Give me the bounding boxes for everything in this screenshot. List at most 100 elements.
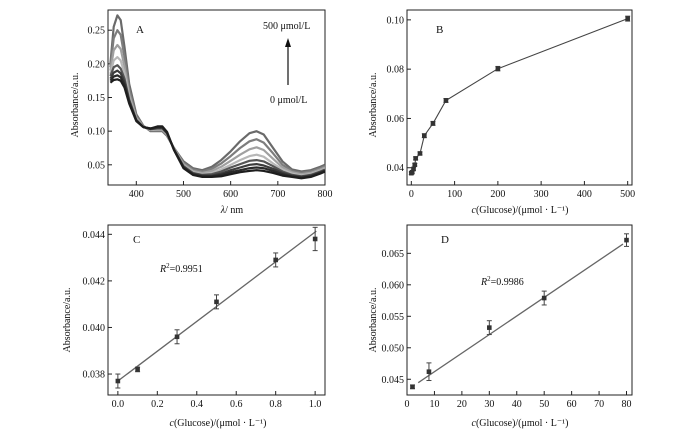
panel-a-xlabel: λ/ nm <box>220 205 244 216</box>
panel-c-data-point <box>273 257 278 263</box>
panel-b-data-point <box>409 169 415 175</box>
panel-d-xtick-label: 40 <box>512 399 522 410</box>
panel-d-xtick-label: 10 <box>429 399 439 410</box>
panel-b-data-point <box>495 66 501 71</box>
panel-a-annotation-bottom: 0 μmol/L <box>270 95 307 106</box>
panel-d: D R2=0.9986 Absorbance/a.u. c(Glucose)/(… <box>368 234 568 429</box>
panel-d-xtick-label: 70 <box>594 399 604 410</box>
panel-d-xlabel-unit: (Glucose)/(μmol · L⁻¹) <box>476 418 569 429</box>
panel-b-data-point <box>443 98 449 103</box>
spectrum-line-1 <box>109 14 325 173</box>
panel-d-data-point <box>410 384 415 390</box>
panel-d-data-point <box>624 237 629 243</box>
panel-c-label: C <box>133 234 140 246</box>
panel-d-xtick-label: 80 <box>622 399 632 410</box>
panel-a-ylabel: Absorbance/a.u. <box>70 73 81 138</box>
panel-b-xlabel-symbol: c <box>472 205 477 216</box>
panel-c-xtick-label: 0.8 <box>269 399 282 410</box>
panel-b-ytick-label: 0.10 <box>387 15 405 26</box>
panel-a-xlabel-symbol: λ <box>220 205 226 216</box>
panel-a-ytick-label: 0.10 <box>88 127 106 138</box>
panel-d-ytick-label: 0.050 <box>382 343 405 354</box>
panel-d-ytick-label: 0.060 <box>382 280 405 291</box>
panel-b-data-point <box>625 16 630 21</box>
panel-a-label: A <box>136 24 144 36</box>
panel-c-xtick-label: 1.0 <box>309 399 322 410</box>
panel-b-xtick-label: 400 <box>577 189 592 200</box>
panel-a-ytick-label: 0.15 <box>88 93 106 104</box>
panel-a: A 500 μmol/L 0 μmol/L Absorbance/a.u. λ/… <box>70 21 310 216</box>
panel-d-data-point <box>541 295 547 301</box>
panel-b-data-point <box>417 151 423 156</box>
panel-b-data-point <box>413 156 418 161</box>
panel-b-frame <box>406 9 633 186</box>
panel-d-plot: 0 10 20 30 40 50 60 70 80 0.045 0.050 0.055 0.060 0.0… <box>382 224 633 410</box>
panel-b-xlabel-unit: (Glucose)/(μmol · L⁻¹) <box>476 205 569 216</box>
panel-b-data-point <box>412 162 418 168</box>
panel-a-xtick-label: 700 <box>270 189 285 200</box>
panel-a-ytick-label: 0.05 <box>88 160 106 171</box>
panel-d-data-point <box>487 325 492 330</box>
panel-c-data-point <box>312 236 318 242</box>
panel-b-data-point <box>422 133 427 139</box>
panel-d-data-point <box>426 369 432 375</box>
panel-a-xtick-label: 600 <box>223 189 238 200</box>
panel-c-data-point <box>135 367 140 372</box>
panel-a-xtick-label: 800 <box>318 189 333 200</box>
panel-d-xtick-label: 0 <box>405 399 410 410</box>
panel-c-plot: 0.0 0.2 0.4 0.6 0.8 1.0 0.038 0.040 0.042 0.044 <box>83 224 326 410</box>
panel-b-ylabel: Absorbance/a.u. <box>368 73 379 138</box>
panel-c-r2: R2=0.9951 <box>159 262 203 275</box>
panel-c-fit-line <box>118 230 317 381</box>
panel-c-xtick-label: 0.0 <box>112 399 125 410</box>
panel-b-data-point <box>430 121 436 126</box>
panel-b-ytick-label: 0.06 <box>387 114 405 125</box>
panel-c-r2-value: =0.9951 <box>170 264 203 275</box>
panel-d-xtick-label: 30 <box>484 399 494 410</box>
panel-d-ytick-label: 0.055 <box>382 312 405 323</box>
panel-c-ytick-label: 0.038 <box>83 370 106 381</box>
panel-b-curve <box>410 18 628 174</box>
panel-b-xtick-label: 100 <box>447 189 462 200</box>
panel-c-ytick-label: 0.042 <box>83 276 106 287</box>
panel-c-ytick-label: 0.044 <box>83 230 106 241</box>
panel-d-r2-value: =0.9986 <box>491 277 524 288</box>
panel-b-xtick-label: 500 <box>620 189 635 200</box>
concentration-arrow <box>285 38 291 85</box>
panel-c-data-point <box>174 334 180 340</box>
panel-c-xlabel-symbol: c <box>170 418 175 429</box>
panel-b: B Absorbance/a.u. c(Glucose)/(μmol · L⁻¹… <box>368 24 568 216</box>
panel-c-data-point <box>115 378 121 384</box>
panel-a-xtick-label: 500 <box>176 189 191 200</box>
panel-d-xtick-label: 60 <box>567 399 577 410</box>
panel-d-label: D <box>441 234 449 246</box>
panel-d-xtick-label: 20 <box>457 399 467 410</box>
panel-a-annotation-top: 500 μmol/L <box>263 21 310 32</box>
panel-c-xtick-label: 0.6 <box>230 399 243 410</box>
panel-d-xlabel: c(Glucose)/(μmol · L⁻¹) <box>472 418 569 429</box>
spectrum-line-3 <box>109 43 325 176</box>
panel-b-data-point <box>411 166 416 172</box>
panel-d-xtick-label: 50 <box>539 399 549 410</box>
panel-d-frame <box>406 224 633 396</box>
panel-d-xlabel-symbol: c <box>472 418 477 429</box>
panel-a-xlabel-unit: / nm <box>225 205 243 216</box>
panel-c-xtick-label: 0.4 <box>191 399 204 410</box>
panel-a-ytick-label: 0.20 <box>88 59 106 70</box>
panel-b-ytick-label: 0.04 <box>387 163 405 174</box>
spectrum-line-4 <box>109 55 325 177</box>
panel-b-xtick-label: 200 <box>490 189 505 200</box>
panel-b-xlabel: c(Glucose)/(μmol · L⁻¹) <box>472 205 569 216</box>
panel-b-label: B <box>436 24 443 36</box>
panel-a-plot: 400 500 600 700 800 0.05 0.10 0.15 0.20 0.25 <box>88 9 333 200</box>
panel-c-ylabel: Absorbance/a.u. <box>62 288 73 353</box>
panel-d-ytick-label: 0.045 <box>382 375 405 386</box>
panel-c-xtick-label: 0.2 <box>151 399 164 410</box>
panel-b-xtick-label: 300 <box>534 189 549 200</box>
panel-b-xtick-label: 0 <box>409 189 414 200</box>
panel-a-ytick-label: 0.25 <box>88 26 106 37</box>
panel-c-data-point <box>214 299 219 305</box>
panel-c: C R2=0.9951 Absorbance/a.u. c(Glucose)/(… <box>62 234 266 429</box>
panel-a-xtick-label: 400 <box>129 189 144 200</box>
